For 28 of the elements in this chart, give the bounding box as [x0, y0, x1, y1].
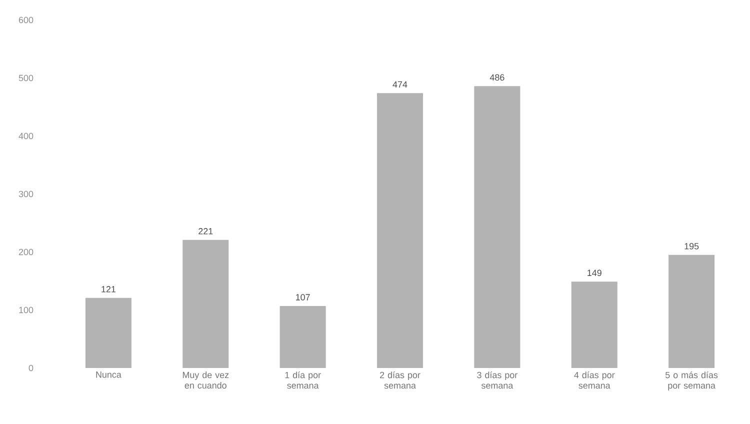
data-label: 195: [684, 243, 699, 250]
x-tick-label: 4 días por semana: [574, 372, 615, 389]
y-tick-label: 300: [18, 190, 34, 198]
y-tick-label: 0: [28, 364, 34, 372]
y-tick-label: 200: [18, 248, 34, 256]
y-tick-label: 100: [19, 306, 34, 314]
y-tick-label: 600: [18, 16, 34, 24]
bar: [377, 93, 423, 368]
data-label: 149: [588, 270, 602, 276]
x-tick-label: Nunca: [96, 372, 122, 378]
data-label: 474: [392, 81, 408, 88]
x-tick-label: Muy de vez en cuando: [182, 372, 229, 389]
bar: [668, 254, 715, 368]
data-label: 107: [296, 294, 310, 300]
bar: [280, 306, 326, 368]
y-tick-label: 400: [18, 132, 34, 140]
bar: [571, 282, 618, 368]
y-tick-label: 500: [18, 74, 34, 82]
x-tick-label: 3 días por semana: [477, 372, 518, 389]
bar: [474, 86, 520, 368]
bar: [182, 240, 229, 368]
x-tick-label: 1 día por semana: [285, 372, 321, 389]
x-tick-label: 5 o más días por semana: [665, 372, 718, 390]
x-tick-label: 2 días por semana: [380, 372, 420, 389]
data-label: 486: [490, 74, 504, 81]
data-label: 121: [102, 286, 116, 292]
data-label: 221: [198, 228, 213, 234]
bar: [85, 298, 132, 368]
